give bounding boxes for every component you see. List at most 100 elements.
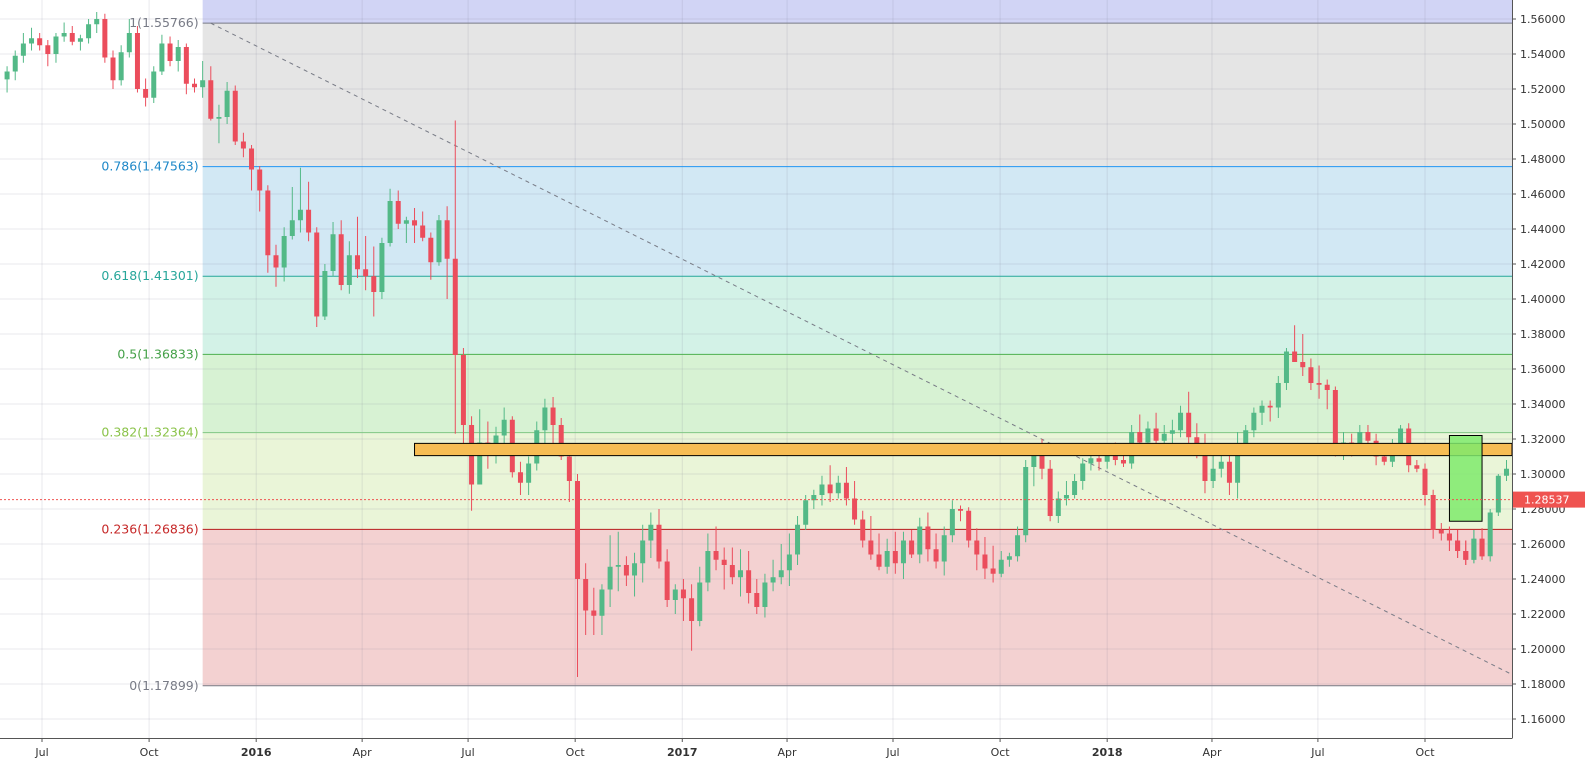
candle-down [338, 220, 344, 291]
fib-zone-fill [202, 23, 1513, 167]
candle-up [1178, 405, 1184, 438]
candle-body [1039, 454, 1045, 469]
candle-body [4, 71, 10, 80]
candle-down [183, 43, 189, 95]
price-tick-label: 1.34000 [1520, 398, 1566, 411]
candle-body [811, 495, 817, 501]
candle-body [1479, 538, 1485, 557]
candle-down [892, 531, 898, 574]
price-tick-label: 1.42000 [1520, 258, 1566, 271]
candle-body [265, 190, 271, 256]
candle-body [501, 419, 507, 436]
candle-up [917, 517, 923, 564]
price-tick-label: 1.30000 [1520, 468, 1566, 481]
candle-body [770, 577, 776, 583]
price-tick-label: 1.20000 [1520, 643, 1566, 656]
candle-up [77, 34, 83, 51]
fib-zone-fill [202, 529, 1513, 686]
fib-level-label: 0.382(1.32364) [101, 425, 198, 440]
candle-body [1153, 428, 1159, 441]
time-axis[interactable]: Jul Oct 2016 Apr Jul Oct 2017 Apr Jul Oct 2018 Apr J… [0, 738, 1588, 772]
candle-up [941, 526, 947, 576]
candle-body [884, 551, 890, 567]
candle-body [1112, 454, 1118, 460]
candle-body [550, 407, 556, 425]
candle-body [297, 209, 303, 221]
candle-body [387, 201, 393, 243]
candle-up [640, 524, 646, 583]
resistance-zone[interactable] [414, 442, 1513, 457]
candle-up [1169, 419, 1175, 446]
candle-body [1243, 430, 1249, 446]
candle-up [615, 531, 621, 592]
candle-body [363, 269, 369, 277]
candle-body [151, 71, 157, 98]
price-axis[interactable]: 1.56000 1.54000 1.52000 1.50000 1.48000 1.460… [1512, 0, 1588, 772]
candle-body [1186, 412, 1192, 438]
grid-lines [0, 0, 1512, 738]
time-tick-label: Jul [1310, 746, 1324, 759]
candle-body [917, 526, 923, 555]
candle-up [1023, 460, 1029, 543]
candle-body [94, 19, 100, 25]
candle-down [656, 509, 662, 569]
annotation-zones [414, 435, 1513, 565]
candle-down [306, 181, 312, 242]
candle-down [729, 547, 735, 585]
candle-body [200, 80, 206, 88]
candle-up [697, 566, 703, 627]
candle-up [436, 215, 442, 266]
candle-body [860, 519, 866, 541]
candle-body [1080, 463, 1086, 481]
trendline-layer [210, 22, 1532, 685]
candle-up [200, 61, 206, 98]
candle-up [884, 538, 890, 574]
candle-body [542, 407, 548, 431]
candlestick-series [4, 12, 1550, 677]
candle-body [110, 57, 116, 81]
candle-body [982, 554, 988, 569]
fib-level-label: 0.236(1.26836) [101, 521, 198, 536]
candle-down [45, 40, 51, 67]
candle-body [819, 484, 825, 495]
candle-body [224, 90, 230, 117]
candle-down [1463, 540, 1469, 565]
candle-up [281, 227, 287, 282]
candle-body [1365, 432, 1371, 441]
candle-body [852, 498, 858, 520]
fib-zone-fill [202, 0, 1513, 24]
candle-up [175, 40, 181, 72]
candle-body [721, 559, 727, 565]
candle-down [966, 507, 972, 548]
candle-up [118, 45, 124, 86]
candle-up [86, 19, 92, 44]
candle-body [1072, 481, 1078, 495]
candle-body [1096, 458, 1102, 462]
candle-body [102, 19, 108, 58]
candle-down [1414, 460, 1420, 473]
candle-body [395, 201, 401, 224]
candle-body [420, 225, 426, 238]
price-tick-label: 1.38000 [1520, 328, 1566, 341]
candle-body [575, 481, 581, 579]
candle-down [1047, 460, 1053, 522]
candle-down [664, 549, 670, 607]
candle-body [933, 549, 939, 562]
candle-body [705, 551, 711, 583]
candle-down [192, 78, 198, 93]
candle-body [1446, 533, 1452, 541]
trendline[interactable] [210, 22, 1532, 685]
candle-down [713, 526, 719, 571]
candle-down [240, 132, 246, 158]
price-axis-background [1512, 0, 1588, 772]
candle-body [998, 559, 1004, 574]
current-price-tag-label: 1.28537 [1524, 494, 1570, 507]
candle-down [860, 510, 866, 548]
price-tick-label: 1.32000 [1520, 433, 1566, 446]
candle-up [29, 27, 35, 51]
candle-up [20, 33, 26, 63]
candle-body [941, 535, 947, 562]
candle-body [1308, 367, 1314, 383]
highlight-box[interactable] [1448, 435, 1483, 522]
